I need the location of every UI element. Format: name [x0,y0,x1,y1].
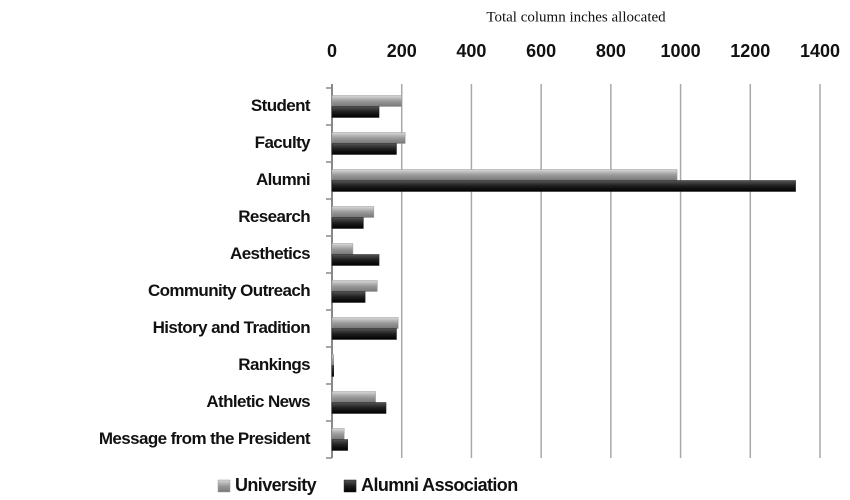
bar [331,143,397,155]
bar [331,280,378,292]
x-tick-label: 1000 [661,41,701,61]
y-tick-label: Aesthetics [230,244,310,263]
y-tick-label: Research [238,207,310,226]
y-tick-label: Faculty [255,133,311,152]
bar [331,328,397,340]
bar [331,354,334,366]
x-tick-label: 800 [596,41,626,61]
bar [331,291,366,303]
y-tick-label: Athletic News [206,392,310,411]
bar [331,428,345,440]
bar [331,180,796,192]
x-tick-label: 600 [526,41,556,61]
legend-swatch [217,479,231,493]
x-tick-label: 1200 [730,41,770,61]
bar [331,106,380,118]
bar [331,206,375,218]
bar [331,132,406,144]
legend-label: University [235,475,317,495]
bar [331,254,380,266]
y-tick-label: Alumni [256,170,310,189]
legend-label: Alumni Association [361,475,518,495]
legend-swatch [343,479,357,493]
bar [331,169,678,181]
bar [331,95,402,107]
y-tick-label: Rankings [238,355,310,374]
x-tick-label: 1400 [800,41,840,61]
bar [331,402,387,414]
bar [331,439,348,451]
y-tick-label: History and Tradition [153,318,311,337]
bar [331,243,354,255]
bar [331,317,399,329]
bar [331,365,334,377]
chart-title: Total column inches allocated [486,9,666,25]
y-tick-label: Student [251,96,311,115]
bar [331,217,364,229]
bar [331,391,376,403]
x-tick-label: 400 [456,41,486,61]
y-tick-label: Community Outreach [148,281,310,300]
x-tick-label: 0 [327,41,337,61]
x-tick-label: 200 [387,41,417,61]
y-tick-label: Message from the President [99,429,311,448]
